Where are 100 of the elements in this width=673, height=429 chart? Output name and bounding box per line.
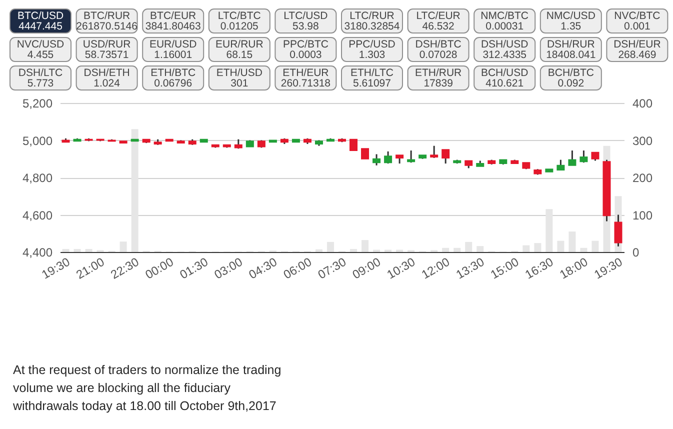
candlestick xyxy=(556,159,565,171)
bar xyxy=(568,232,576,252)
data-label: 301 xyxy=(230,78,248,90)
data-label: 1.35 xyxy=(560,20,582,32)
data-label: 58.73571 xyxy=(84,49,129,61)
data-label: 268.469 xyxy=(618,49,656,61)
bar xyxy=(454,248,461,252)
candlestick xyxy=(442,148,450,164)
bar xyxy=(85,249,92,252)
data-label: 18408.041 xyxy=(546,49,596,61)
category-label: NVC/BTC xyxy=(614,10,661,22)
category-label: DSH/ETH xyxy=(84,67,130,79)
y-tick-label: 4,800 xyxy=(22,171,53,185)
bar xyxy=(120,242,127,252)
bar xyxy=(522,245,530,252)
category-label: ETH/BTC xyxy=(150,67,196,79)
bar xyxy=(557,240,564,252)
data-label: 0.092 xyxy=(558,78,584,90)
data-label: 1.16001 xyxy=(154,49,192,61)
data-label: 68.15 xyxy=(226,49,253,61)
category-label: BCH/USD xyxy=(480,67,529,79)
y2-tick-label: 100 xyxy=(632,208,653,222)
category-label: LTC/EUR xyxy=(416,10,461,22)
bar xyxy=(350,249,358,252)
category-label: BTC/USD xyxy=(17,10,64,22)
category-label: NMC/BTC xyxy=(480,10,529,22)
category-label: EUR/RUR xyxy=(215,38,264,50)
bar xyxy=(465,242,472,252)
y-tick-label: 5,000 xyxy=(22,134,53,148)
category-label: ETH/RUR xyxy=(414,67,462,79)
category-label: BTC/EUR xyxy=(150,10,197,22)
category-label: USD/RUR xyxy=(82,38,132,50)
category-label: LTC/RUR xyxy=(350,10,395,22)
data-label: 1.024 xyxy=(94,78,120,90)
candlestick xyxy=(430,145,438,159)
data-label: 4.455 xyxy=(27,49,54,61)
data-label: 312.4335 xyxy=(482,49,527,61)
candlestick xyxy=(234,138,242,150)
bar xyxy=(74,249,81,252)
category-label: ETH/LTC xyxy=(350,67,394,79)
category-label: PPC/USD xyxy=(348,38,396,50)
category-label: NVC/USD xyxy=(16,38,65,50)
data-label: 3180.32854 xyxy=(344,20,400,32)
candlestick xyxy=(372,153,381,166)
category-label: DSH/USD xyxy=(480,38,529,50)
data-label: 0.0003 xyxy=(290,49,322,61)
category-label: ETH/EUR xyxy=(282,67,330,79)
y2-tick-label: 200 xyxy=(632,171,653,185)
category-label: DSH/EUR xyxy=(614,38,662,50)
bar xyxy=(546,209,553,252)
bar xyxy=(62,249,70,252)
candlestick xyxy=(384,150,392,164)
text: At the request of traders to normalize the trading volume we are blocking all the fiduciary withdrawals today at 18.00 till October 9th,2017 xyxy=(12,363,282,413)
data-label: 3841.80463 xyxy=(145,20,201,32)
category-label: NMC/USD xyxy=(546,10,596,22)
y-tick-label: 4,600 xyxy=(22,208,53,222)
data-label: 5.61097 xyxy=(353,78,392,90)
candlestick xyxy=(580,150,588,164)
candlestick xyxy=(568,150,576,166)
category-label: DSH/BTC xyxy=(415,38,462,50)
y2-tick-label: 0 xyxy=(632,246,640,260)
candlestick xyxy=(361,148,370,160)
y-tick-label: 5,200 xyxy=(22,96,53,110)
bar xyxy=(592,240,599,252)
category-label: PPC/BTC xyxy=(282,38,329,50)
category-label: DSH/LTC xyxy=(18,67,63,79)
category-label: BCH/BTC xyxy=(548,67,594,79)
data-label: 0.01205 xyxy=(220,20,259,32)
candlestick xyxy=(407,150,416,164)
category-label: ETH/USD xyxy=(216,67,263,79)
bar xyxy=(326,242,334,252)
category-label: DSH/RUR xyxy=(546,38,596,50)
data-label: 0.06796 xyxy=(154,78,192,90)
bar xyxy=(131,129,138,252)
y-tick-label: 4,400 xyxy=(22,246,53,260)
bar xyxy=(442,248,450,252)
data-label: 0.00031 xyxy=(486,20,524,32)
category-label: LTC/USD xyxy=(284,10,328,22)
category-label: EUR/USD xyxy=(149,38,198,50)
category-label: LTC/BTC xyxy=(218,10,262,22)
data-label: 410.621 xyxy=(486,78,524,90)
data-label: 1.303 xyxy=(358,49,386,61)
data-label: 53.98 xyxy=(292,20,319,32)
bar xyxy=(534,243,542,252)
y2-tick-label: 400 xyxy=(632,96,653,110)
bar xyxy=(580,248,588,252)
category-label: BTC/RUR xyxy=(83,10,131,22)
bar xyxy=(476,246,484,252)
candlestick xyxy=(350,138,358,151)
y2-tick-label: 300 xyxy=(632,134,653,148)
bar xyxy=(362,240,369,252)
data-label: 0.07028 xyxy=(419,49,458,61)
data-label: 17839 xyxy=(424,78,454,90)
data-label: 46.532 xyxy=(422,20,455,32)
data-label: 4447.445 xyxy=(18,20,63,32)
data-label: 5.773 xyxy=(27,78,54,90)
data-label: 261870.5146 xyxy=(76,20,138,32)
bar xyxy=(315,249,322,252)
data-label: 0.001 xyxy=(624,20,650,32)
data-label: 260.71318 xyxy=(280,78,331,90)
